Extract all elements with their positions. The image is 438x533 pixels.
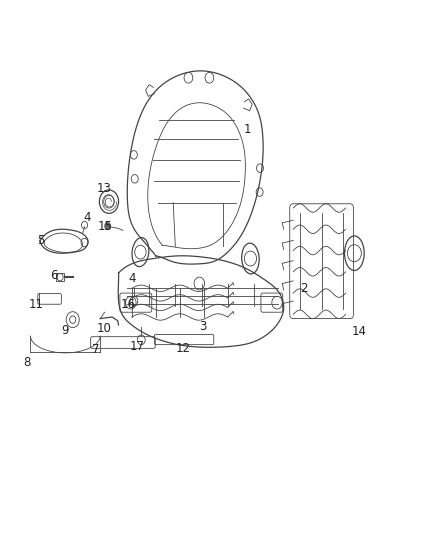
Text: 4: 4 [128,272,135,285]
Text: 12: 12 [176,342,191,356]
Text: 7: 7 [92,343,99,356]
Text: 2: 2 [300,282,308,295]
Text: 4: 4 [83,211,91,223]
Text: 5: 5 [37,235,45,247]
Text: 11: 11 [29,298,44,311]
Text: 13: 13 [97,182,112,196]
Text: 10: 10 [97,322,112,335]
Circle shape [105,222,111,230]
Text: 1: 1 [244,123,251,136]
Text: 15: 15 [98,220,113,232]
Text: 16: 16 [121,298,136,311]
Text: 14: 14 [351,325,366,338]
Text: 6: 6 [50,269,58,281]
Bar [56,273,64,281]
Text: 8: 8 [23,356,31,369]
Text: 9: 9 [62,324,69,337]
Text: 17: 17 [129,340,145,353]
Text: 3: 3 [199,320,206,333]
